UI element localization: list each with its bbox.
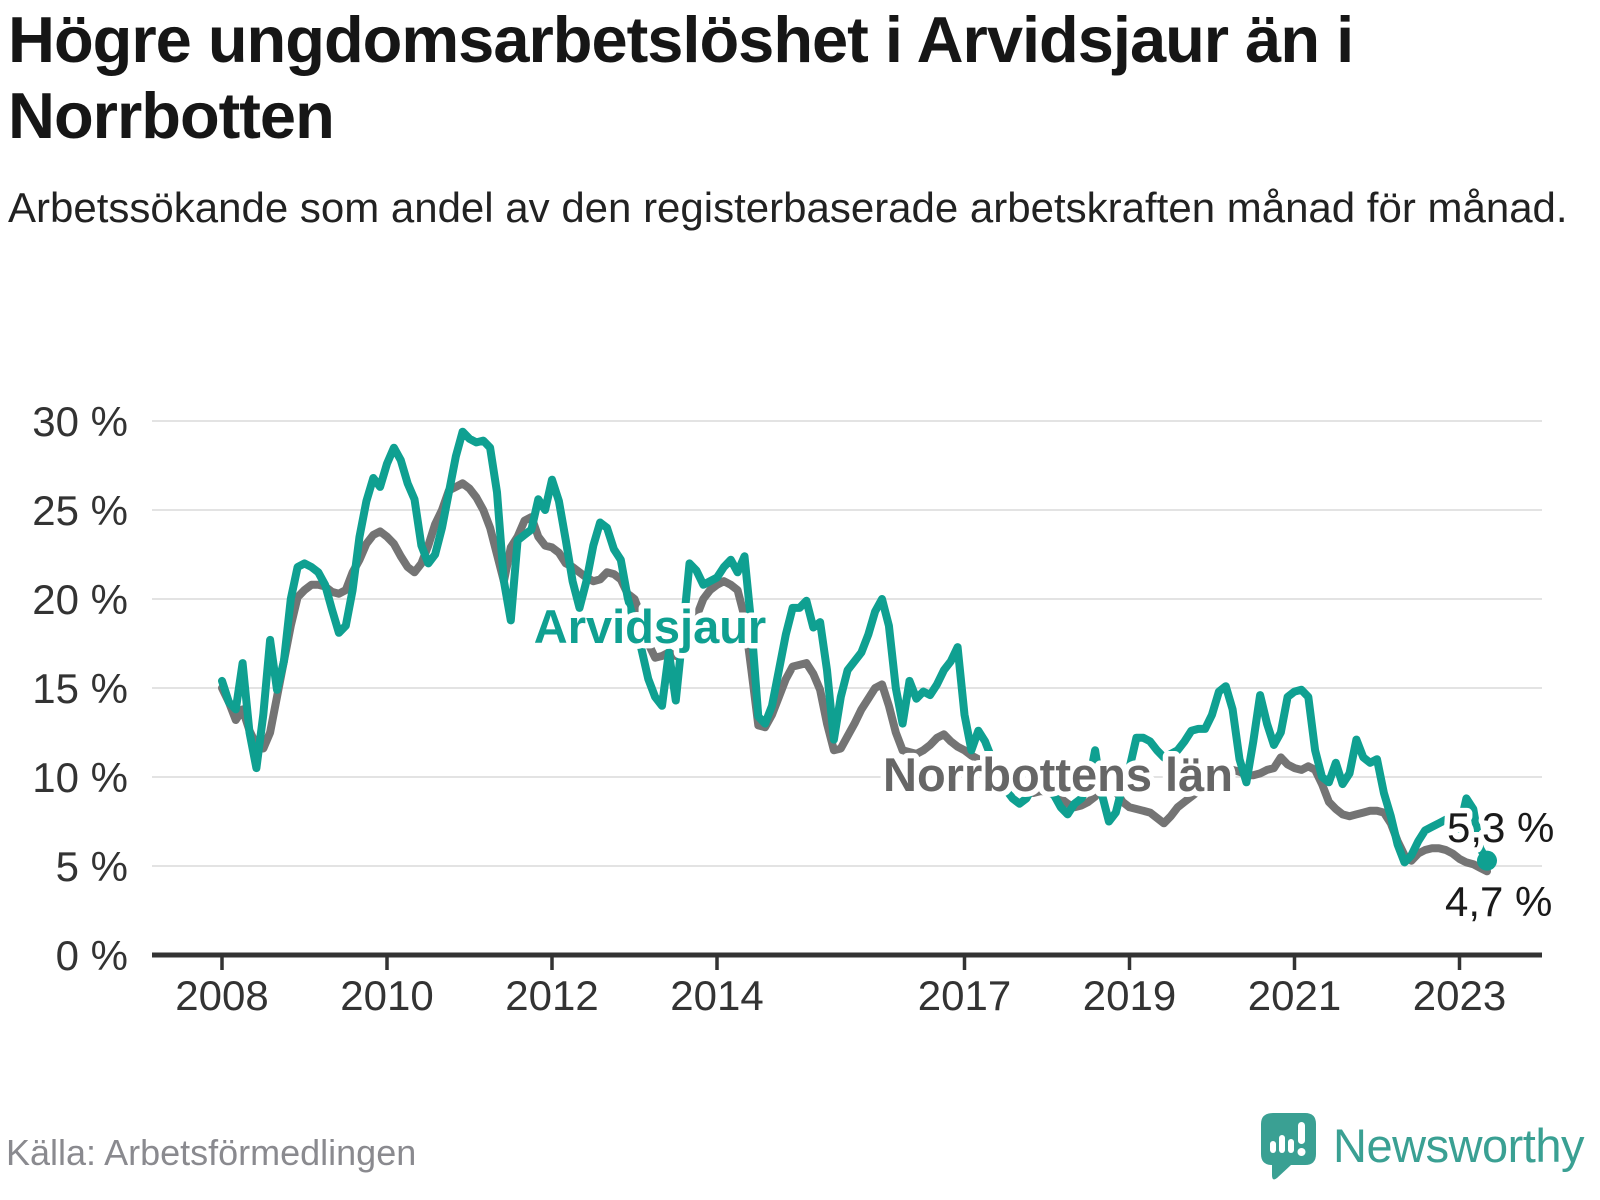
norrbotten-series-label: Norrbottens län: [883, 748, 1233, 801]
chart-title: Högre ungdomsarbetslöshet i Arvidsjaur ä…: [8, 3, 1354, 153]
x-tick-label: 2014: [670, 972, 763, 1019]
newsworthy-logo: Newsworthy: [1257, 1110, 1584, 1180]
logo-bar-3: [1288, 1139, 1295, 1153]
newsworthy-logo-text: Newsworthy: [1333, 1118, 1584, 1172]
y-tick-label: 10 %: [32, 754, 128, 801]
arvidsjaur-end-dot: [1477, 850, 1497, 871]
source-note: Källa: Arbetsförmedlingen: [6, 1132, 417, 1173]
y-tick-label: 15 %: [32, 665, 128, 712]
y-tick-label: 5 %: [56, 843, 128, 890]
x-tick-label: 2023: [1413, 972, 1506, 1019]
x-tick-label: 2008: [175, 972, 268, 1019]
norrbotten-line: [218, 479, 1491, 876]
logo-bar-2: [1279, 1135, 1286, 1153]
x-tick-label: 2019: [1083, 972, 1176, 1019]
arvidsjaur-line: [218, 427, 1491, 867]
logo-bar-1: [1270, 1141, 1277, 1153]
x-tick-label: 2012: [505, 972, 598, 1019]
y-tick-label: 20 %: [32, 576, 128, 623]
logo-exclamation-bar: [1298, 1122, 1306, 1144]
x-tick-label: 2010: [340, 972, 433, 1019]
chart-subtitle: Arbetssökande som andel av den registerb…: [8, 184, 1568, 231]
norrbotten-end-value-label: 4,7 %: [1445, 878, 1552, 925]
x-tick-label: 2017: [918, 972, 1011, 1019]
arvidsjaur-end-value-label: 5,3 %: [1447, 804, 1554, 851]
newsworthy-logo-icon: [1261, 1113, 1317, 1180]
logo-exclamation-dot: [1297, 1148, 1306, 1156]
x-tick-label: 2021: [1248, 972, 1341, 1019]
arvidsjaur-series-label: Arvidsjaur: [534, 600, 766, 653]
y-tick-label: 0 %: [56, 932, 128, 979]
y-tick-label: 25 %: [32, 487, 128, 534]
y-tick-label: 30 %: [32, 398, 128, 445]
